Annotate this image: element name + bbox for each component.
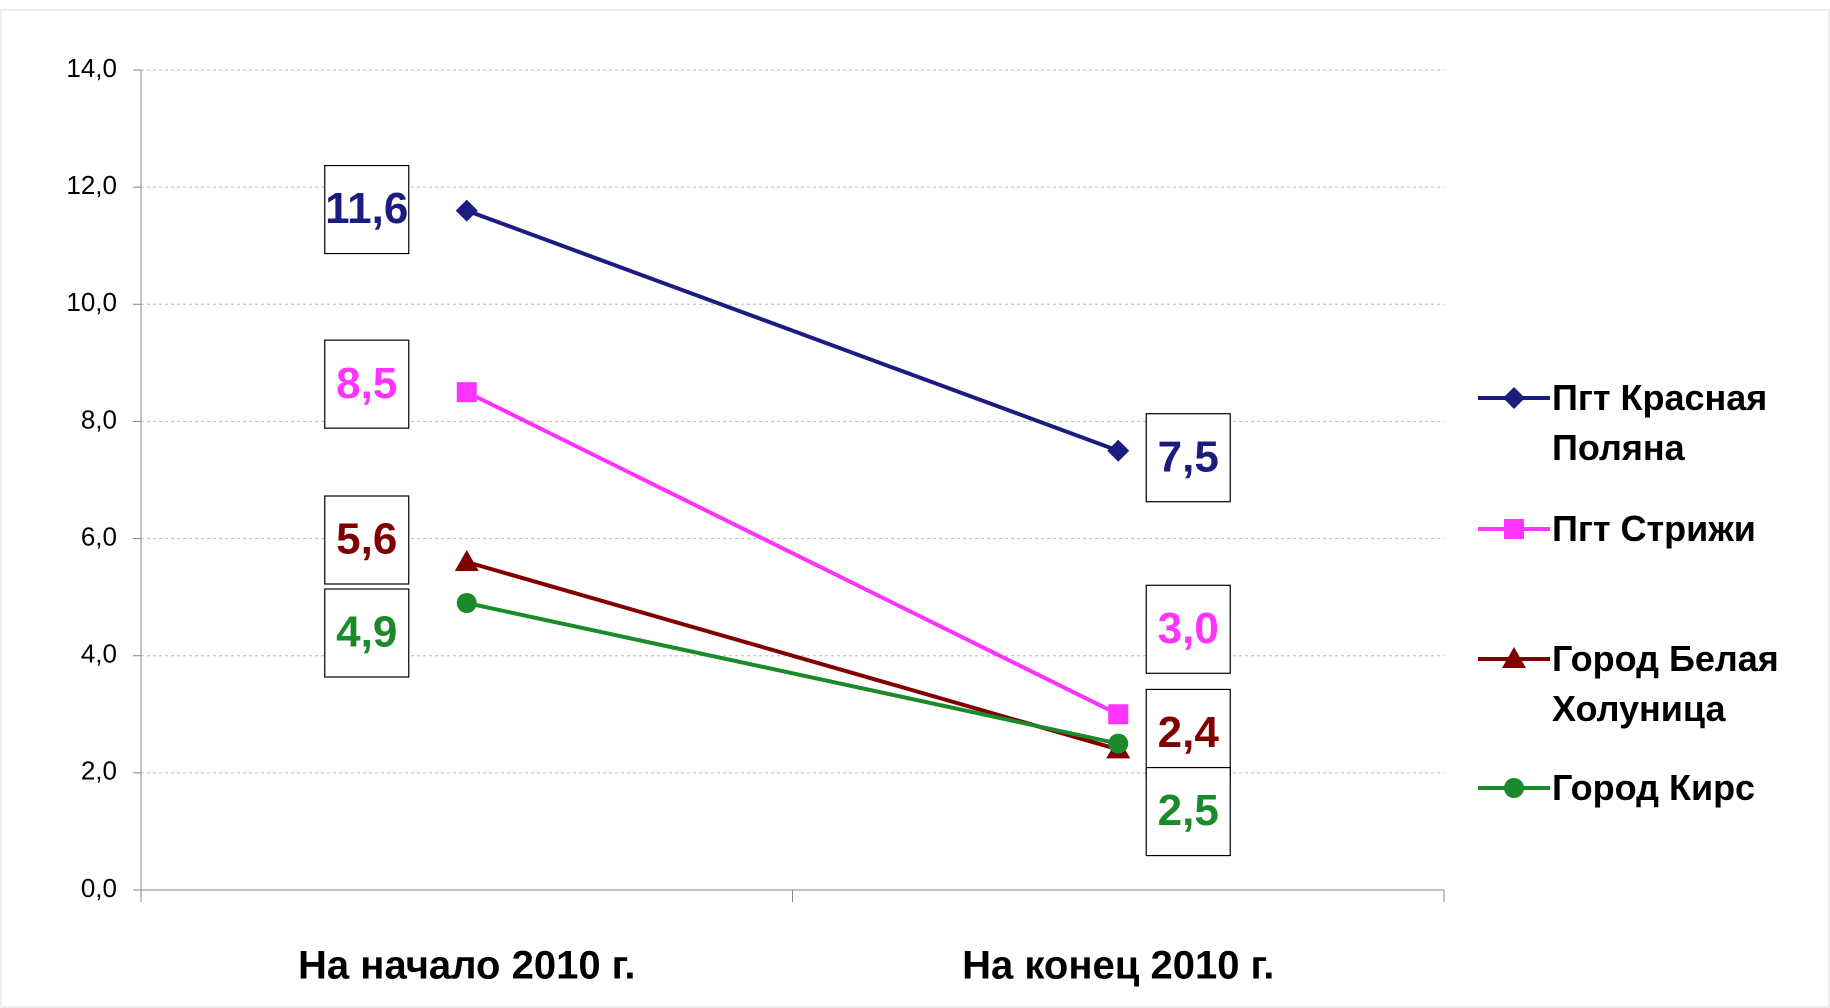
x-tick-label: На конец 2010 г. <box>962 944 1274 988</box>
legend-key <box>1478 778 1550 798</box>
series-line <box>466 601 1119 746</box>
data-label: 8,5 <box>336 359 397 408</box>
legend-label: Город Белая Холуница <box>1552 638 1779 729</box>
data-label: 4,9 <box>336 608 397 657</box>
x-tick-label: На начало 2010 г. <box>298 944 635 988</box>
data-label-box <box>1145 688 1231 779</box>
y-tick-label: 14,0 <box>66 53 117 83</box>
data-label: 3,0 <box>1158 604 1219 653</box>
series-line <box>465 390 1120 717</box>
y-tick-label: 12,0 <box>66 170 117 200</box>
y-tick-label: 6,0 <box>81 521 117 551</box>
legend-label: Пгт Красная Поляна <box>1552 377 1768 468</box>
marker <box>456 593 477 613</box>
marker <box>1108 733 1129 754</box>
legend-key <box>1478 519 1550 539</box>
data-label-box <box>324 588 410 678</box>
data-label-box <box>324 339 410 429</box>
y-tick-label: 2,0 <box>81 756 117 786</box>
marker <box>1504 778 1524 798</box>
marker <box>1503 387 1525 409</box>
data-label: 2,5 <box>1158 786 1219 835</box>
data-label: 2,4 <box>1158 708 1220 757</box>
series-line <box>466 208 1119 453</box>
data-label-box <box>324 495 410 585</box>
marker <box>1108 704 1129 725</box>
legend-label: Город Кирс <box>1552 767 1756 808</box>
marker <box>1107 439 1130 462</box>
marker <box>1504 519 1524 539</box>
data-label-box <box>1145 413 1231 503</box>
data-label-box <box>1145 766 1231 857</box>
y-tick-label: 10,0 <box>66 287 117 317</box>
frame <box>0 9 1830 1008</box>
data-label-box <box>1145 584 1231 674</box>
marker <box>455 199 478 222</box>
legend-label: Пгт Стрижи <box>1552 508 1756 549</box>
data-label: 5,6 <box>336 515 397 564</box>
legend-key <box>1478 647 1550 668</box>
data-label: 7,5 <box>1158 432 1219 481</box>
data-label-box <box>324 164 410 255</box>
y-tick-label: 8,0 <box>81 404 117 434</box>
y-tick-label: 0,0 <box>81 873 117 903</box>
data-label: 11,6 <box>325 184 408 233</box>
marker <box>456 382 477 403</box>
legend-key <box>1478 387 1550 409</box>
marker <box>454 550 479 571</box>
y-tick-label: 4,0 <box>81 639 117 669</box>
marker <box>1502 647 1526 668</box>
